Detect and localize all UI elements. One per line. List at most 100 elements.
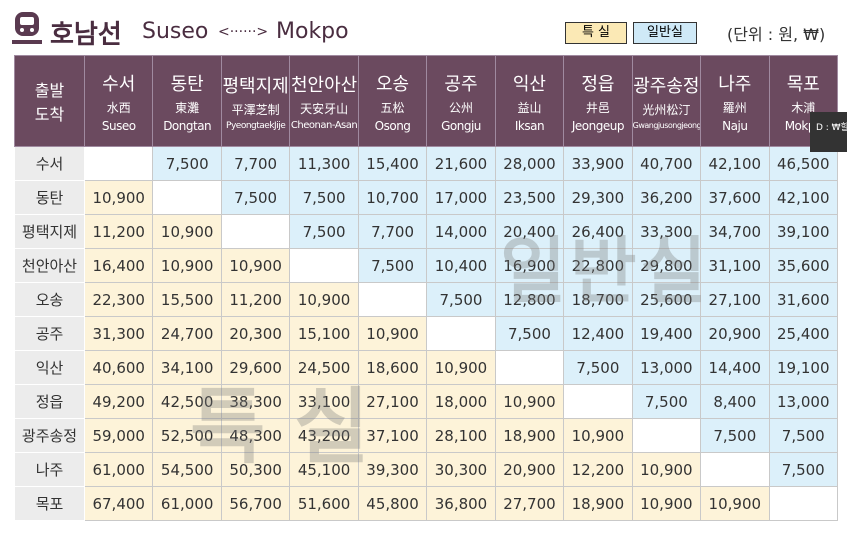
- fare-cell: 15,500: [152, 282, 222, 317]
- fare-cell: 52,500: [152, 418, 222, 453]
- fare-cell: 67,400: [83, 486, 154, 521]
- fare-cell: [563, 384, 633, 419]
- corner-label: 출발: [34, 81, 65, 100]
- station-en: Iksan: [514, 118, 545, 133]
- unit: (단위 : 원, ₩): [727, 25, 826, 44]
- fare-cell: 30,300: [426, 452, 496, 487]
- route-to: Mokpo: [276, 19, 349, 44]
- station-en: Naju: [722, 118, 748, 133]
- fare-row: 나주 61,000 54,500 50,300 45,100 39,300 30,300 20…: [14, 452, 839, 487]
- fare-cell: 11,200: [83, 214, 154, 249]
- fare-cell: 7,700: [220, 146, 291, 181]
- fare-cell: 13,000: [631, 350, 702, 385]
- fare-cell: 34,100: [152, 350, 222, 385]
- station-hanja: 益山: [517, 100, 542, 115]
- fare-cell: [152, 180, 222, 215]
- fare-cell: 27,700: [494, 486, 565, 521]
- legend-standard: 일반실: [633, 22, 697, 44]
- station-header: 천안아산 天安牙山 Cheonan-Asan: [289, 55, 359, 147]
- fare-cell: 61,000: [152, 486, 222, 521]
- fare-cell: 10,900: [631, 452, 702, 487]
- fare-cell: 27,100: [357, 384, 428, 419]
- fare-cell: 34,700: [700, 214, 770, 249]
- fare-cell: 24,500: [289, 350, 359, 385]
- fare-cell: 7,500: [220, 180, 291, 215]
- fare-cell: 20,400: [494, 214, 565, 249]
- fare-table: 출발 도착 수서 水西 Suseo 동탄 東灘 Dongtan 평택지제 平澤芝制 Pyeongta…: [14, 55, 839, 521]
- fare-cell: 7,700: [357, 214, 428, 249]
- fare-cell: 28,000: [494, 146, 565, 181]
- fare-cell: 12,400: [563, 316, 633, 351]
- fare-cell: 40,700: [631, 146, 702, 181]
- route-arrow: <······>: [218, 24, 269, 40]
- header: 호남선 Suseo <······> Mokpo 특 실 일반실 (단위 : 원…: [0, 0, 847, 55]
- station-hanja: 平澤芝制: [231, 102, 280, 117]
- fare-cell: 18,600: [357, 350, 428, 385]
- station-ko: 공주: [444, 73, 478, 95]
- fare-cell: 25,600: [631, 282, 702, 317]
- fare-cell: 20,300: [220, 316, 291, 351]
- fare-cell: 18,700: [563, 282, 633, 317]
- station-header: 동탄 東灘 Dongtan: [152, 55, 222, 147]
- fare-cell: 22,800: [563, 248, 633, 283]
- fare-cell: 7,500: [563, 350, 633, 385]
- train-icon: [12, 12, 42, 44]
- row-label: 나주: [14, 452, 85, 487]
- fare-cell: 49,200: [83, 384, 154, 419]
- row-label: 수서: [14, 146, 85, 181]
- title: 호남선: [50, 20, 122, 50]
- fare-cell: 10,900: [700, 486, 770, 521]
- fare-cell: 18,900: [563, 486, 633, 521]
- fare-cell: 37,600: [700, 180, 770, 215]
- fare-row: 광주송정 59,000 52,500 48,300 43,200 37,100 28,100…: [14, 418, 839, 453]
- fare-cell: 51,600: [289, 486, 359, 521]
- row-label: 공주: [14, 316, 85, 351]
- fare-cell: 15,100: [289, 316, 359, 351]
- station-en: Osong: [374, 118, 411, 133]
- fare-cell: 35,600: [768, 248, 839, 283]
- station-ko: 목포: [786, 73, 820, 95]
- fare-cell: 24,700: [152, 316, 222, 351]
- fare-cell: 45,800: [357, 486, 428, 521]
- fare-cell: 10,900: [152, 248, 222, 283]
- fare-cell: 7,500: [357, 248, 428, 283]
- station-header: 광주송정 光州松汀 Gwangjusongjeong: [631, 55, 702, 147]
- row-label: 익산: [14, 350, 85, 385]
- station-ko: 평택지제: [222, 75, 289, 97]
- row-label: 동탄: [14, 180, 85, 215]
- station-header: 익산 益山 Iksan: [494, 55, 565, 147]
- fare-cell: 20,900: [700, 316, 770, 351]
- fare-cell: 10,400: [426, 248, 496, 283]
- fare-cell: 31,300: [83, 316, 154, 351]
- fare-cell: 11,300: [289, 146, 359, 181]
- fare-cell: 7,500: [631, 384, 702, 419]
- fare-cell: 11,200: [220, 282, 291, 317]
- fare-cell: 36,200: [631, 180, 702, 215]
- fare-cell: 7,500: [426, 282, 496, 317]
- station-ko: 광주송정: [633, 76, 700, 97]
- fare-row: 오송 22,300 15,500 11,200 10,900 7,500 12,800 18,…: [14, 282, 839, 317]
- fare-cell: 10,900: [152, 214, 222, 249]
- fare-cell: 14,400: [700, 350, 770, 385]
- station-ko: 천안아산: [290, 75, 358, 96]
- station-en: Cheonan-Asan: [290, 120, 358, 131]
- fare-cell: 29,600: [220, 350, 291, 385]
- station-hanja: 木浦: [791, 100, 816, 115]
- fare-row: 천안아산 16,400 10,900 10,900 7,500 10,400 16,900 2…: [14, 248, 839, 283]
- station-hanja: 羅州: [722, 100, 747, 115]
- overlay-tooltip: D : ₩할: [810, 112, 847, 152]
- fare-cell: 54,500: [152, 452, 222, 487]
- station-en: PyeongtaekJije: [226, 120, 286, 131]
- legend-first: 특 실: [565, 22, 627, 44]
- corner-label: 도착: [34, 105, 65, 124]
- fare-cell: [768, 486, 839, 521]
- fare-cell: 33,900: [563, 146, 633, 181]
- station-ko: 정읍: [581, 73, 615, 95]
- fare-cell: [357, 282, 428, 317]
- fare-cell: [494, 350, 565, 385]
- fare-cell: [700, 452, 770, 487]
- fare-cell: 18,900: [494, 418, 565, 453]
- station-header: 평택지제 平澤芝制 PyeongtaekJije: [220, 55, 291, 147]
- station-hanja: 水西: [106, 100, 131, 115]
